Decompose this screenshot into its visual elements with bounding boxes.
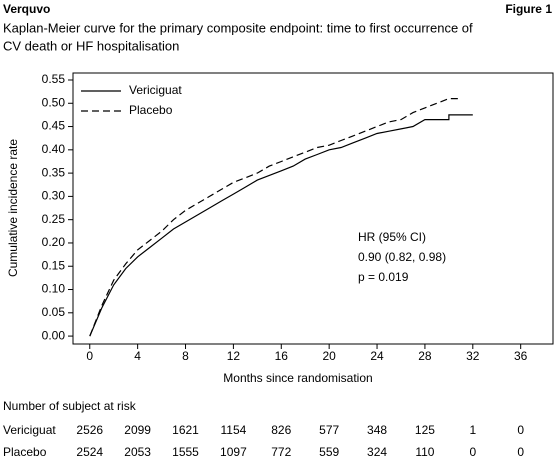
risk-value: 348	[367, 423, 387, 437]
legend-label: Vericiguat	[129, 83, 182, 97]
risk-value: 0	[517, 423, 524, 437]
plot-frame	[72, 72, 554, 345]
annotation: HR (95% CI)	[358, 230, 426, 244]
y-tick-label: 0.00	[42, 328, 66, 342]
km-curve	[89, 114, 473, 337]
risk-table-title: Number of subject at risk	[3, 399, 137, 413]
risk-value: 1097	[220, 445, 247, 459]
y-tick-label: 0.05	[42, 305, 66, 319]
x-tick-label: 28	[418, 349, 432, 363]
risk-value: 324	[367, 445, 387, 459]
km-curve	[89, 98, 461, 337]
x-tick-label: 20	[322, 349, 336, 363]
risk-row-label: Placebo	[3, 445, 47, 459]
x-tick-label: 24	[370, 349, 384, 363]
y-tick-label: 0.35	[42, 165, 66, 179]
risk-value: 1	[469, 423, 476, 437]
risk-value: 1154	[220, 423, 246, 437]
y-tick-label: 0.25	[42, 212, 66, 226]
risk-row-label: Vericiguat	[3, 423, 56, 437]
risk-value: 0	[469, 445, 476, 459]
risk-value: 577	[319, 423, 339, 437]
x-tick-label: 12	[227, 349, 241, 363]
annotation: 0.90 (0.82, 0.98)	[358, 250, 446, 264]
risk-value: 2524	[76, 445, 103, 459]
y-axis-label: Cumulative incidence rate	[6, 139, 20, 277]
x-tick-label: 0	[86, 349, 93, 363]
y-tick-label: 0.15	[42, 258, 66, 272]
risk-value: 826	[271, 423, 291, 437]
y-tick-label: 0.40	[42, 142, 66, 156]
risk-value: 1555	[172, 445, 199, 459]
risk-value: 1621	[172, 423, 199, 437]
x-tick-label: 16	[275, 349, 289, 363]
y-tick-label: 0.50	[42, 95, 66, 109]
x-axis-label: Months since randomisation	[223, 371, 372, 385]
chart-title: Kaplan-Meier curve for the primary compo…	[3, 20, 473, 35]
header-left: Verquvo	[3, 2, 50, 16]
chart-title: CV death or HF hospitalisation	[3, 38, 179, 53]
y-tick-label: 0.20	[42, 235, 66, 249]
x-tick-label: 36	[514, 349, 528, 363]
annotation: p = 0.019	[358, 270, 409, 284]
header-right: Figure 1	[505, 2, 552, 16]
risk-value: 125	[415, 423, 435, 437]
risk-value: 2526	[76, 423, 103, 437]
x-tick-label: 4	[134, 349, 141, 363]
risk-value: 559	[319, 445, 339, 459]
risk-value: 0	[517, 445, 524, 459]
y-tick-label: 0.45	[42, 119, 66, 133]
risk-value: 2099	[124, 423, 151, 437]
risk-value: 772	[271, 445, 291, 459]
risk-value: 110	[415, 445, 434, 459]
x-tick-label: 32	[466, 349, 480, 363]
y-tick-label: 0.10	[42, 282, 66, 296]
y-tick-label: 0.55	[42, 72, 66, 86]
risk-value: 2053	[124, 445, 151, 459]
x-tick-label: 8	[182, 349, 189, 363]
legend-label: Placebo	[129, 103, 173, 117]
y-tick-label: 0.30	[42, 189, 66, 203]
